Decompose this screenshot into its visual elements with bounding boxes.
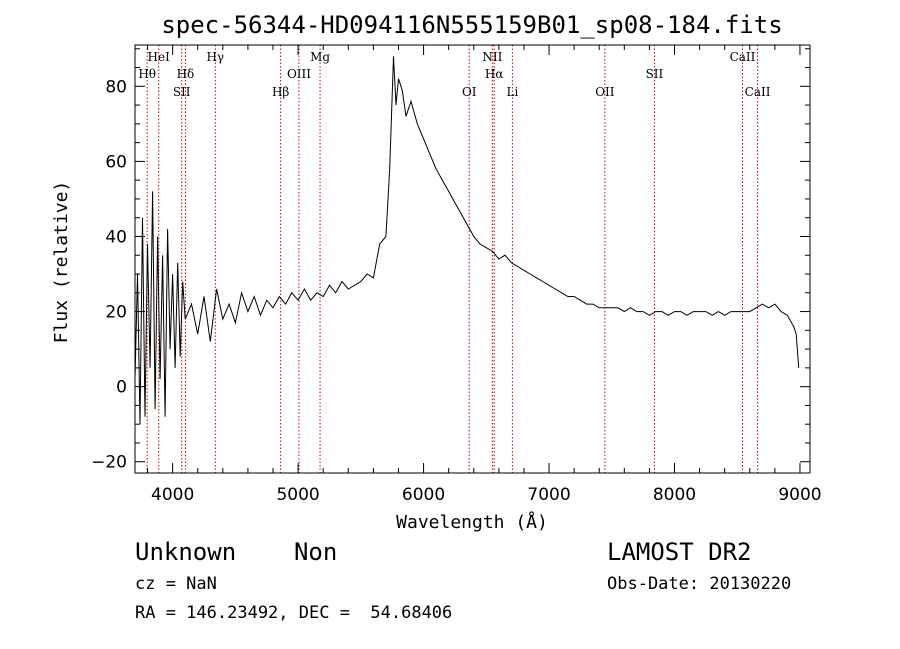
spectral-line-markers (146, 45, 759, 473)
spectral-line-label: OIII (287, 67, 311, 81)
y-tick-label: 40 (105, 227, 127, 247)
spectral-line-label: NII (482, 50, 502, 64)
spectral-line-label: Hβ (272, 85, 289, 99)
x-tick-label: 8000 (653, 485, 696, 505)
x-axis-ticks: 4000 5000 6000 7000 8000 9000 (147, 45, 822, 505)
spectral-line-label: Hθ (138, 67, 156, 81)
x-tick-label: 4000 (151, 485, 194, 505)
y-axis-label: Flux (relative) (51, 181, 72, 344)
spectral-line-label: CaII (745, 85, 771, 99)
spectral-line-label: SII (173, 85, 191, 99)
x-axis-label: Wavelength (Å) (396, 511, 548, 533)
x-tick-label: 7000 (527, 485, 570, 505)
y-tick-label: 20 (105, 303, 127, 323)
y-axis-ticks: −20 0 20 40 60 80 (91, 48, 810, 473)
obs-date-text: Obs-Date: 20130220 (607, 574, 792, 594)
spectral-line-label: OI (462, 85, 477, 99)
plot-frame (134, 44, 811, 474)
spectral-line-label: Hδ (177, 67, 195, 81)
spectral-line-label: Hα (485, 67, 504, 81)
y-tick-label: 60 (105, 152, 127, 172)
y-tick-label: −20 (91, 453, 127, 473)
spectral-line-label: Hγ (206, 50, 224, 64)
coords-text: RA = 146.23492, DEC = 54.68406 (135, 603, 453, 623)
chart-title: spec-56344-HD094116N555159B01_sp08-184.f… (161, 11, 782, 39)
x-tick-label: 9000 (778, 485, 821, 505)
spectral-line-label: HeI (148, 50, 171, 64)
spectral-line-label: SII (646, 67, 664, 81)
x-tick-label: 6000 (402, 485, 445, 505)
survey-text: LAMOST DR2 (607, 538, 752, 566)
spectrum-series-line (134, 56, 800, 425)
x-tick-label: 5000 (276, 485, 319, 505)
spectral-line-label: CaII (730, 50, 756, 64)
spectral-line-label: OII (595, 85, 615, 99)
y-tick-label: 80 (105, 77, 127, 97)
spectral-line-label: Mg (310, 50, 330, 64)
y-tick-label: 0 (116, 378, 127, 398)
classification-text: Unknown Non (135, 538, 338, 566)
spectral-line-label: Li (506, 85, 518, 99)
cz-text: cz = NaN (135, 574, 217, 594)
